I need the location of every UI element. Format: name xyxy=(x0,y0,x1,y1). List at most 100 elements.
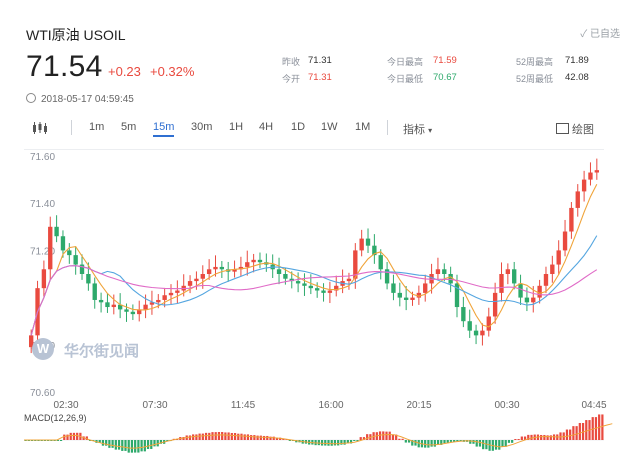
day-high-label: 今日最高 xyxy=(387,57,424,67)
interval-1m[interactable]: 1m xyxy=(89,121,105,133)
candle xyxy=(105,302,110,308)
candle xyxy=(486,316,491,331)
interval-1w[interactable]: 1W xyxy=(321,121,338,133)
candle xyxy=(594,170,599,173)
candle xyxy=(67,250,72,256)
macd-label: MACD(12,26,9) xyxy=(24,413,87,423)
macd-bar xyxy=(514,439,517,440)
macd-bar xyxy=(63,434,66,440)
macd-bar xyxy=(143,440,146,452)
candle xyxy=(435,269,441,274)
macd-bar xyxy=(76,432,79,440)
x-tick-label: 02:30 xyxy=(53,400,78,411)
macd-bar xyxy=(453,440,456,442)
macd-bar xyxy=(224,432,227,440)
macd-bar xyxy=(501,440,504,447)
ma-mid-line xyxy=(30,235,598,336)
candle xyxy=(581,179,587,192)
macd-bar xyxy=(427,440,430,448)
macd-bar xyxy=(192,434,195,440)
macd-bar xyxy=(69,432,72,440)
macd-bar xyxy=(66,434,69,440)
macd-bar xyxy=(504,440,507,447)
indicator-menu[interactable]: 指标 ▾ xyxy=(403,121,432,137)
candle xyxy=(308,285,313,289)
macd-bar xyxy=(134,440,137,453)
macd-bar xyxy=(520,436,523,440)
interval-30m[interactable]: 30m xyxy=(191,121,213,133)
interval-1d[interactable]: 1D xyxy=(291,121,306,133)
x-tick-label: 07:30 xyxy=(142,400,167,411)
macd-bar xyxy=(569,429,572,440)
macd-bar xyxy=(124,440,127,451)
macd-bar xyxy=(469,440,472,444)
macd-bar xyxy=(459,440,462,442)
interval-15m[interactable]: 15m xyxy=(153,121,175,137)
macd-bar xyxy=(150,440,153,449)
macd-bar xyxy=(343,440,346,445)
price-change: +0.23 xyxy=(108,64,141,79)
candle xyxy=(79,264,85,274)
candle xyxy=(124,309,129,312)
candle xyxy=(251,259,256,263)
watchlist-toggle[interactable]: ✓ 已自选 xyxy=(580,29,620,40)
macd-bar xyxy=(85,436,88,440)
week52-low-value: 42.08 xyxy=(565,72,589,83)
brand-logo-icon: W xyxy=(32,338,54,360)
macd-bar xyxy=(221,432,224,440)
macd-bar xyxy=(424,440,427,448)
candle xyxy=(556,250,561,265)
price-chart[interactable]: 71.6071.4071.2070.8070.6002:3007:3011:45… xyxy=(0,150,630,469)
macd-bar xyxy=(217,432,221,440)
candle xyxy=(321,290,326,293)
macd-bar xyxy=(214,432,217,440)
price-change-percent: +0.32% xyxy=(150,64,195,79)
macd-bar xyxy=(349,440,353,444)
macd-bar xyxy=(250,435,253,440)
candlestick-type-icon[interactable] xyxy=(32,121,48,134)
macd-bar xyxy=(182,437,185,440)
week52-high-value: 71.89 xyxy=(565,55,589,66)
interval-1h[interactable]: 1H xyxy=(229,121,244,133)
macd-bar xyxy=(366,434,369,440)
candle xyxy=(512,269,517,284)
candle xyxy=(238,266,244,270)
candle xyxy=(219,266,225,270)
candle xyxy=(200,274,205,279)
macd-bar xyxy=(114,440,117,450)
interval-4h[interactable]: 4H xyxy=(259,121,274,133)
macd-bar xyxy=(407,440,411,443)
interval-5m[interactable]: 5m xyxy=(121,121,137,133)
draw-button[interactable]: 绘图 xyxy=(556,121,594,137)
macd-bar xyxy=(333,440,337,446)
x-tick-label: 00:30 xyxy=(494,400,519,411)
macd-bar xyxy=(117,440,121,450)
macd-bar xyxy=(362,437,366,440)
macd-bar xyxy=(591,417,594,440)
toolbar-divider xyxy=(24,149,604,150)
macd-bar xyxy=(581,422,585,440)
candle xyxy=(137,309,142,315)
candle xyxy=(518,283,523,298)
day-low-label: 今日最低 xyxy=(387,74,424,84)
interval-1m[interactable]: 1M xyxy=(355,121,371,133)
macd-bar xyxy=(237,433,240,440)
candle xyxy=(537,285,542,298)
macd-bar xyxy=(353,440,356,441)
macd-bar xyxy=(233,433,237,440)
macd-bar xyxy=(101,440,105,446)
day-high-value: 71.59 xyxy=(433,55,457,66)
candle xyxy=(276,269,282,274)
candle xyxy=(505,269,511,274)
candle xyxy=(289,278,294,282)
macd-bar xyxy=(478,440,482,447)
macd-bar xyxy=(105,440,108,446)
macd-bar xyxy=(601,414,604,440)
macd-bar xyxy=(494,440,498,450)
macd-bar xyxy=(330,440,333,446)
candle xyxy=(334,285,339,291)
macd-bar xyxy=(56,440,59,441)
clock-icon xyxy=(26,93,36,103)
macd-bar xyxy=(266,435,269,440)
macd-bar xyxy=(159,440,163,444)
